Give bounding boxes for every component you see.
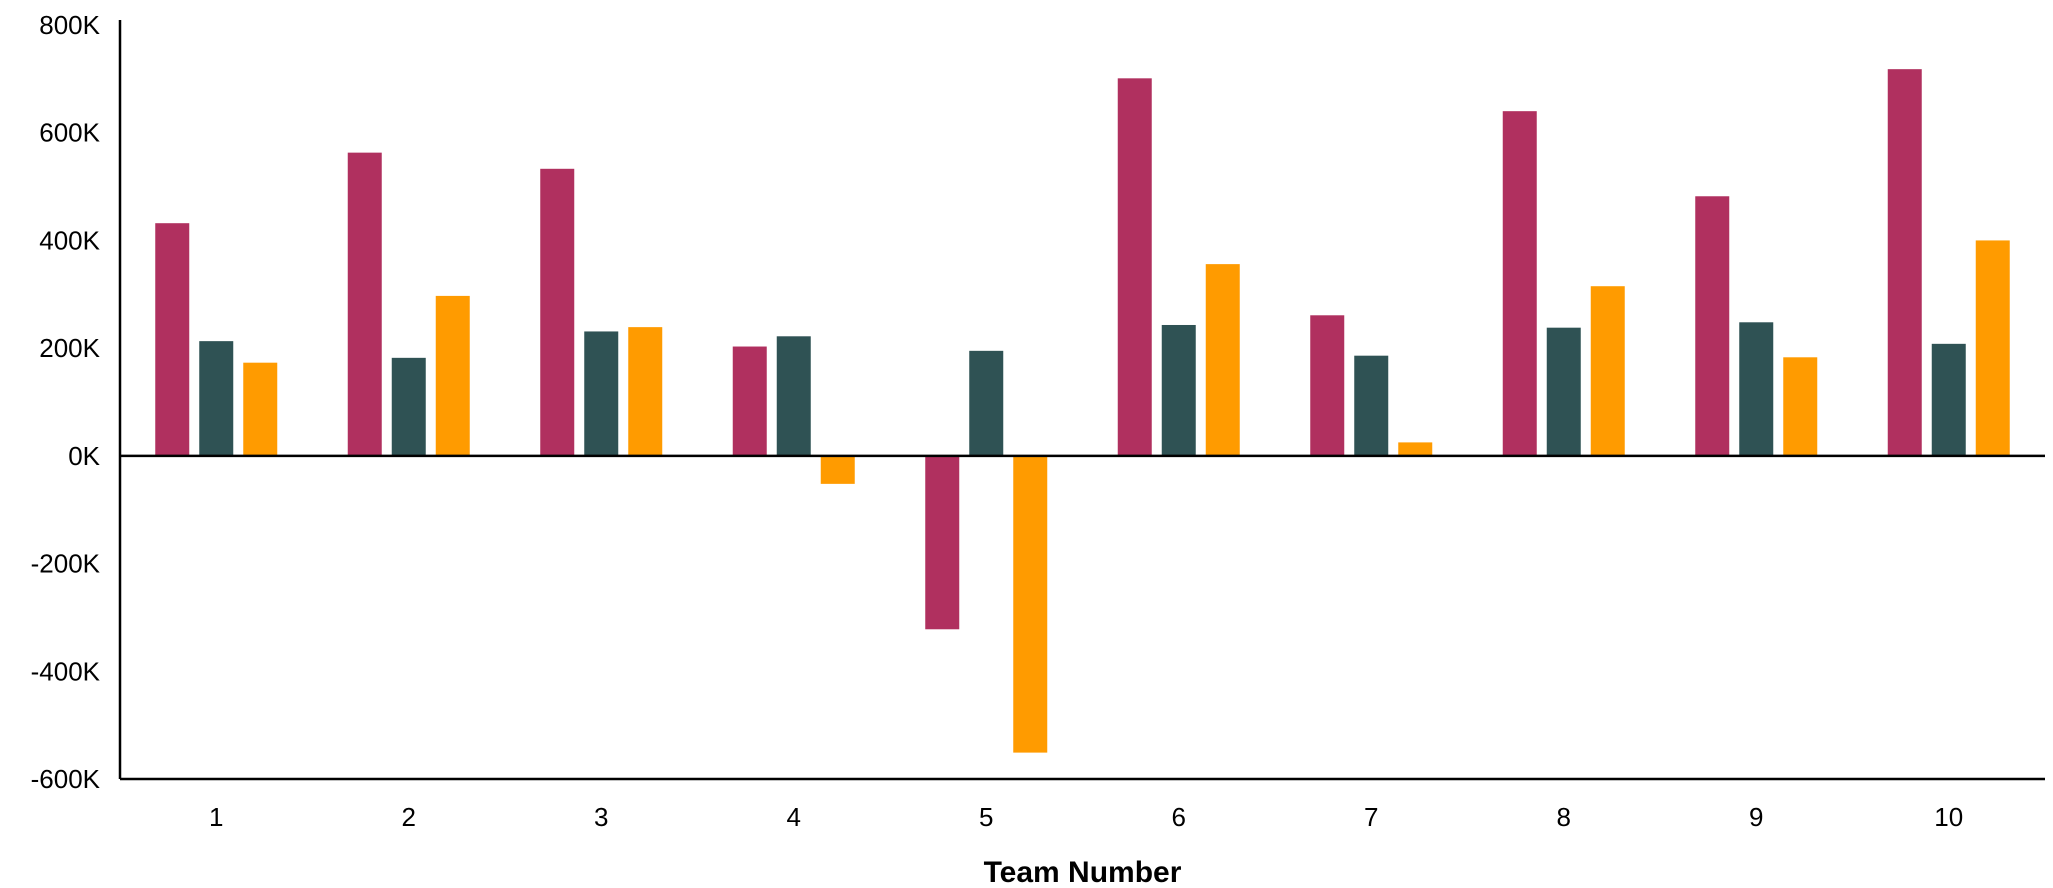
x-tick-label: 6	[1172, 802, 1186, 832]
bar-team-9-series-1	[1695, 196, 1730, 456]
bar-team-1-series-2	[199, 341, 234, 456]
bar-team-6-series-2	[1161, 324, 1196, 456]
bar-team-7-series-3	[1398, 442, 1433, 456]
bar-team-1-series-3	[243, 362, 278, 456]
bar-team-3-series-3	[628, 327, 663, 456]
x-tick-label: 9	[1749, 802, 1763, 832]
x-tick-label: 10	[1934, 802, 1963, 832]
y-tick-label: 600K	[39, 118, 100, 148]
bar-team-10-series-1	[1887, 69, 1922, 456]
bar-team-7-series-2	[1354, 355, 1389, 456]
bar-team-2-series-2	[391, 357, 426, 456]
x-tick-label: 2	[402, 802, 416, 832]
bar-team-2-series-1	[347, 152, 382, 456]
bar-team-4-series-3	[820, 455, 855, 484]
bar-team-8-series-1	[1502, 111, 1537, 456]
x-tick-label: 3	[594, 802, 608, 832]
y-tick-label: -200K	[31, 549, 101, 579]
x-tick-label: 4	[787, 802, 801, 832]
bar-team-4-series-1	[732, 346, 767, 456]
x-tick-label: 5	[979, 802, 993, 832]
bar-team-10-series-2	[1931, 343, 1966, 456]
y-tick-label: 800K	[39, 10, 100, 40]
bar-team-8-series-2	[1546, 327, 1581, 456]
bar-team-5-series-2	[969, 350, 1004, 456]
bar-team-6-series-3	[1205, 264, 1240, 456]
bar-team-10-series-3	[1975, 240, 2010, 456]
bar-team-7-series-1	[1310, 315, 1345, 456]
y-tick-label: -600K	[31, 764, 101, 794]
bar-team-3-series-1	[540, 168, 575, 456]
x-tick-label: 7	[1364, 802, 1378, 832]
y-tick-label: -400K	[31, 656, 101, 686]
x-axis-title: Team Number	[984, 856, 1182, 888]
bar-team-3-series-2	[584, 331, 619, 456]
bar-team-9-series-2	[1739, 322, 1774, 456]
bar-team-8-series-3	[1590, 286, 1625, 456]
bar-team-4-series-2	[776, 336, 811, 456]
bar-team-2-series-3	[435, 295, 470, 456]
x-tick-labels: 1 2 3 4 5 6 7 8 9 10	[209, 802, 1963, 832]
bars-layer	[155, 69, 2010, 753]
bar-team-6-series-1	[1117, 78, 1152, 456]
y-tick-label: 200K	[39, 333, 100, 363]
bar-team-1-series-1	[155, 223, 190, 456]
bar-team-5-series-3	[1013, 455, 1048, 753]
bar-team-5-series-1	[925, 455, 960, 630]
y-tick-labels: 800K 600K 400K 200K 0K -200K -400K -600K	[31, 10, 101, 794]
bar-team-9-series-3	[1783, 357, 1818, 456]
x-tick-label: 1	[209, 802, 223, 832]
y-tick-label: 0K	[68, 441, 100, 471]
x-tick-label: 8	[1557, 802, 1571, 832]
y-tick-label: 400K	[39, 225, 100, 255]
